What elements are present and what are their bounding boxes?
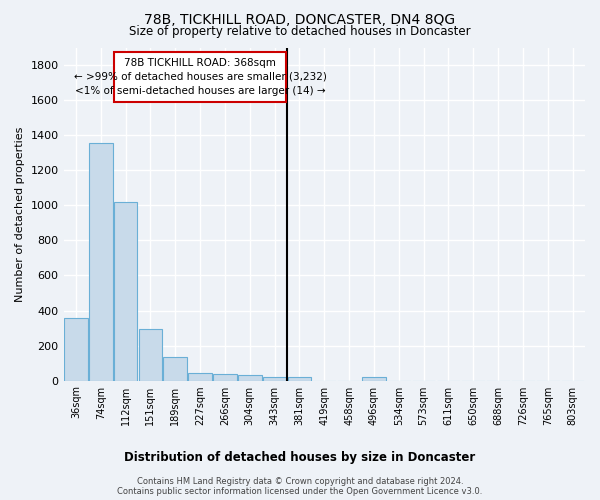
Text: 78B TICKHILL ROAD: 368sqm: 78B TICKHILL ROAD: 368sqm: [124, 58, 276, 68]
Bar: [362, 377, 386, 380]
Bar: [163, 357, 187, 380]
Text: ← >99% of detached houses are smaller (3,232): ← >99% of detached houses are smaller (3…: [74, 72, 326, 82]
Text: Distribution of detached houses by size in Doncaster: Distribution of detached houses by size …: [124, 451, 476, 464]
FancyBboxPatch shape: [115, 52, 286, 102]
Bar: [64, 318, 88, 380]
Bar: [213, 374, 237, 380]
Bar: [139, 329, 162, 380]
Text: <1% of semi-detached houses are larger (14) →: <1% of semi-detached houses are larger (…: [75, 86, 325, 96]
Text: Contains public sector information licensed under the Open Government Licence v3: Contains public sector information licen…: [118, 486, 482, 496]
Text: 78B, TICKHILL ROAD, DONCASTER, DN4 8QG: 78B, TICKHILL ROAD, DONCASTER, DN4 8QG: [145, 12, 455, 26]
Bar: [114, 202, 137, 380]
Bar: [287, 378, 311, 380]
Text: Size of property relative to detached houses in Doncaster: Size of property relative to detached ho…: [129, 25, 471, 38]
Y-axis label: Number of detached properties: Number of detached properties: [15, 126, 25, 302]
Bar: [238, 376, 262, 380]
Bar: [188, 374, 212, 380]
Bar: [89, 142, 113, 380]
Text: Contains HM Land Registry data © Crown copyright and database right 2024.: Contains HM Land Registry data © Crown c…: [137, 476, 463, 486]
Bar: [263, 377, 286, 380]
